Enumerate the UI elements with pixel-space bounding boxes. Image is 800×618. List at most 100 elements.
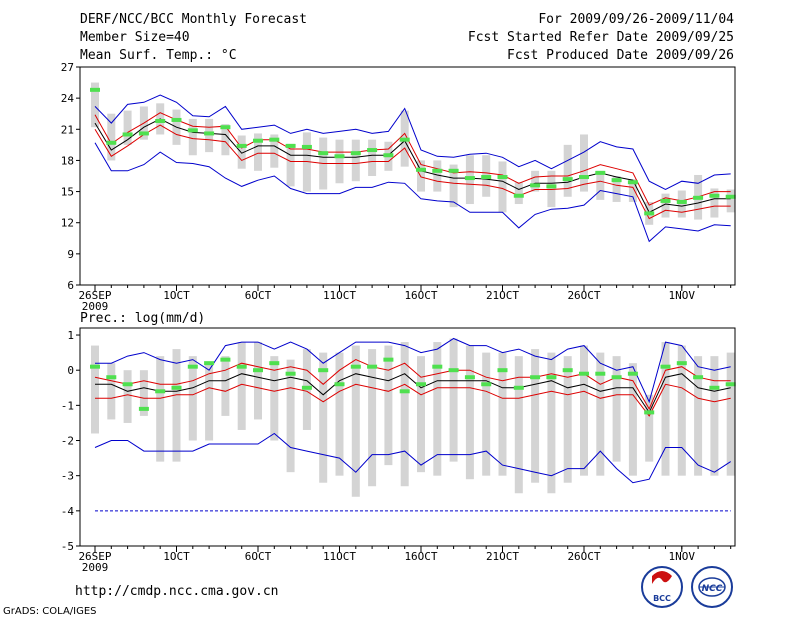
temp-spread-box <box>449 164 458 208</box>
precip-spread-box <box>417 356 425 473</box>
precip-observed-marker <box>562 368 573 373</box>
temp-plot-frame <box>79 66 736 286</box>
grads-credit: GrADS: COLA/IGES <box>3 606 97 617</box>
temp-observed-marker <box>383 153 394 158</box>
precip-spread-box <box>661 342 670 476</box>
temp-min-line <box>94 142 731 243</box>
precip-observed-marker <box>187 364 198 369</box>
precip-ytick-label: 1 <box>67 329 74 342</box>
produced-date-label: Fcst Produced Date 2009/09/26 <box>507 48 734 63</box>
precip-observed-marker <box>399 389 410 394</box>
temp-observed-marker <box>285 143 296 148</box>
temp-observed-marker <box>725 194 736 199</box>
temp-observed-marker <box>481 175 492 180</box>
temp-observed-marker <box>350 151 361 156</box>
temp-ytick-label: 27 <box>61 61 74 74</box>
precip-spread-box <box>156 356 165 462</box>
temp-lower-line <box>94 124 731 220</box>
precip-spread-box <box>710 356 719 476</box>
precip-observed-marker <box>318 368 329 373</box>
precip-observed-marker <box>709 385 720 390</box>
temp-spread-box <box>661 193 670 218</box>
precip-max-line <box>95 337 731 404</box>
precip-spread-box <box>139 370 148 416</box>
precip-observed-marker <box>448 368 459 373</box>
temp-ytick-label: 24 <box>61 92 75 105</box>
precip-observed-marker <box>171 385 182 390</box>
started-date-label: Fcst Started Refer Date 2009/09/25 <box>467 30 734 45</box>
temp-upper-line <box>94 112 731 206</box>
precip-spread-box <box>205 363 214 441</box>
precip-observed-marker <box>693 375 704 380</box>
precip-spread-box <box>286 359 295 473</box>
precip-spread-box <box>645 394 654 462</box>
temp-spread-box <box>726 189 735 213</box>
temp-xtick-label: 21OCT <box>486 289 519 302</box>
temp-spread-box <box>514 182 523 205</box>
precip-ytick-label: -2 <box>61 435 74 448</box>
temp-spread-box <box>547 170 556 208</box>
precip-observed-marker <box>334 382 345 387</box>
precip-plot-frame <box>79 327 736 547</box>
temp-spread-box <box>335 139 344 184</box>
precip-xtick-label: 26SEP <box>78 550 111 563</box>
temp-xtick-label: 26SEP <box>78 289 111 302</box>
precip-observed-marker <box>660 364 671 369</box>
precip-observed-marker <box>90 364 100 369</box>
temp-spread-box <box>710 188 719 218</box>
precip-observed-marker <box>220 357 231 362</box>
precip-spread-box <box>726 352 735 476</box>
ncc-logo-text: NCC <box>702 584 723 594</box>
temp-observed-marker <box>464 176 475 181</box>
temp-xtick-label: 11OCT <box>323 289 356 302</box>
precip-axis-title: Prec.: log(mm/d) <box>80 311 205 326</box>
temp-spread-box <box>531 170 540 192</box>
footer-url[interactable]: http://cmdp.ncc.cma.gov.cn <box>75 584 279 599</box>
precip-spread-box <box>123 370 132 423</box>
precip-ytick-label: -3 <box>61 470 74 483</box>
precip-xtick-label: 6OCT <box>245 550 272 563</box>
precip-spread-box <box>465 345 474 480</box>
precip-ytick-label: -1 <box>61 399 74 412</box>
precip-spread-box <box>270 356 279 441</box>
member-size-label: Member Size=40 <box>80 30 190 45</box>
temp-observed-marker <box>318 151 329 156</box>
precip-observed-marker <box>155 389 166 394</box>
temp-ytick-label: 9 <box>67 248 74 261</box>
temp-observed-marker <box>220 125 231 130</box>
temp-observed-marker <box>595 170 606 175</box>
precip-observed-marker <box>546 375 557 380</box>
temp-observed-marker <box>579 175 589 180</box>
temp-spread-box <box>677 190 686 218</box>
precip-observed-marker <box>285 371 296 376</box>
temp-mean-line <box>94 118 731 213</box>
precip-spread-box <box>188 356 197 441</box>
precip-spread-box <box>498 352 507 476</box>
temp-observed-marker <box>546 184 557 189</box>
bcc-logo: BCC <box>641 566 683 608</box>
precip-observed-marker <box>611 375 622 380</box>
precip-xtick-label: 16OCT <box>404 550 437 563</box>
temp-max-line <box>94 94 731 191</box>
precip-observed-marker <box>122 382 133 387</box>
temp-observed-marker <box>644 211 655 216</box>
temp-xtick-label: 26OCT <box>567 289 600 302</box>
precip-observed-marker <box>725 382 736 387</box>
precip-observed-marker <box>416 382 426 387</box>
temp-spread-box <box>270 134 279 168</box>
temp-observed-marker <box>155 118 166 123</box>
temp-observed-marker <box>432 168 443 173</box>
precip-observed-marker <box>204 361 215 366</box>
temp-observed-marker <box>301 144 312 149</box>
precip-observed-marker <box>676 361 687 366</box>
precip-spread-box <box>580 345 588 476</box>
ncc-logo: NCC <box>691 566 733 608</box>
precip-xtick-label: 11OCT <box>323 550 356 563</box>
temp-ytick-label: 18 <box>61 154 74 167</box>
temp-observed-marker <box>236 143 247 148</box>
precip-observed-marker <box>236 364 247 369</box>
temp-observed-marker <box>416 167 426 172</box>
temp-spread-box <box>254 133 262 171</box>
